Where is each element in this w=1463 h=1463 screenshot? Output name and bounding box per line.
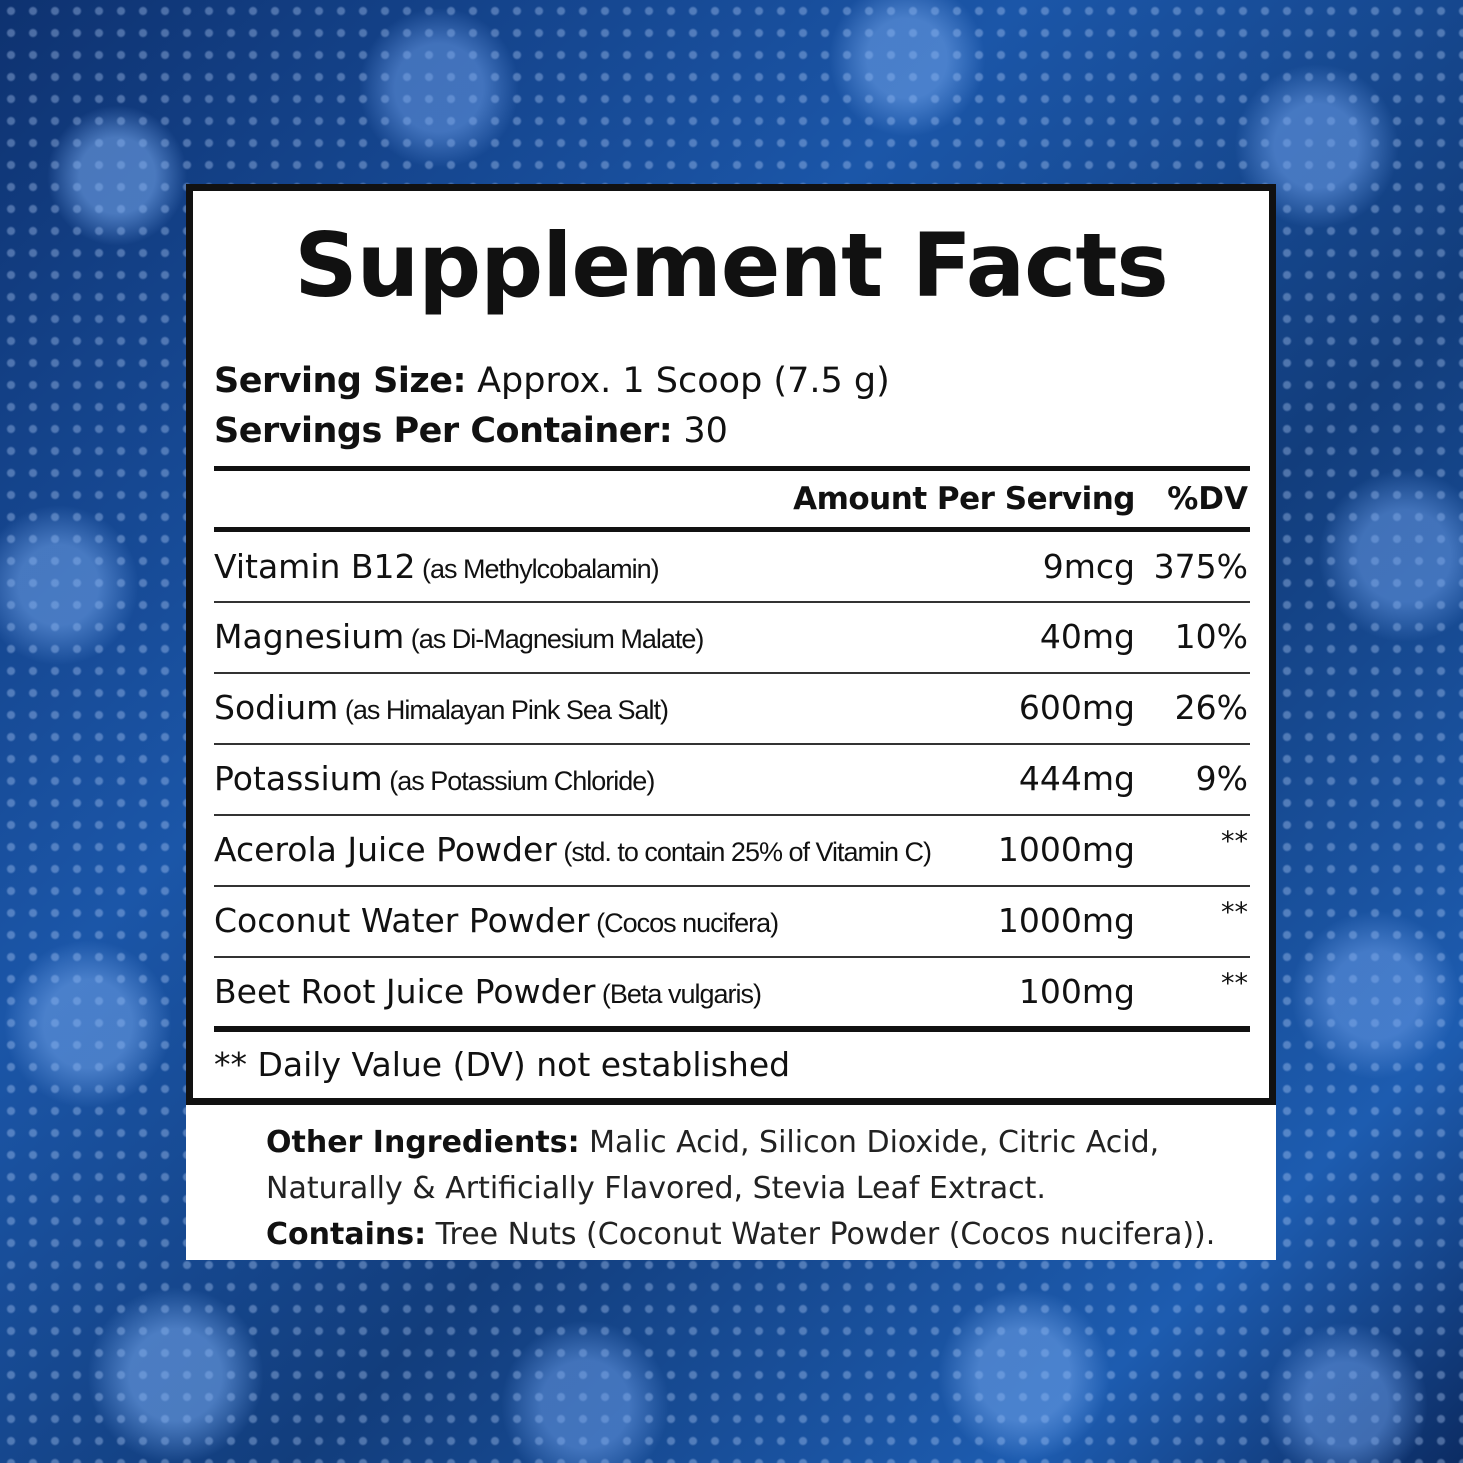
header-dv: %DV <box>1167 481 1248 517</box>
nutrient-name: Coconut Water Powder (Cocos nucifera) <box>214 901 779 940</box>
serving-size-value: Approx. 1 Scoop (7.5 g) <box>465 361 890 401</box>
nutrient-source: (Cocos nucifera) <box>589 908 779 938</box>
divider-thin <box>214 601 1250 603</box>
divider-thin <box>214 672 1250 674</box>
servings-per-container-value: 30 <box>672 411 728 451</box>
other-ingredients: Other Ingredients: Malic Acid, Silicon D… <box>266 1120 1266 1258</box>
nutrient-amount: 100mg <box>1018 972 1135 1011</box>
nutrient-dv: ** <box>1221 897 1248 928</box>
divider-thin <box>214 956 1250 958</box>
nutrient-row: Potassium (as Potassium Chloride) 444mg … <box>214 745 1250 813</box>
nutrient-amount: 40mg <box>1039 617 1135 656</box>
label-title: Supplement Facts <box>294 214 1169 317</box>
nutrient-name: Vitamin B12 (as Methylcobalamin) <box>214 547 660 586</box>
other-ingredients-value: Malic Acid, Silicon Dioxide, Citric Acid… <box>266 1125 1160 1206</box>
nutrient-name: Magnesium (as Di-Magnesium Malate) <box>214 617 705 656</box>
nutrient-row: Beet Root Juice Powder (Beta vulgaris) 1… <box>214 958 1250 1026</box>
serving-size: Serving Size: Approx. 1 Scoop (7.5 g) <box>214 359 890 403</box>
table-header: Amount Per Serving %DV <box>214 477 1250 521</box>
nutrient-amount: 9mcg <box>1042 547 1135 586</box>
divider-thick <box>214 1026 1250 1032</box>
nutrient-name: Sodium (as Himalayan Pink Sea Salt) <box>214 688 669 727</box>
nutrient-row: Magnesium (as Di-Magnesium Malate) 40mg … <box>214 603 1250 671</box>
divider-thin <box>214 814 1250 816</box>
dv-footnote: ** Daily Value (DV) not established <box>214 1045 791 1084</box>
nutrient-dv: ** <box>1221 826 1248 857</box>
nutrient-dv: ** <box>1221 968 1248 999</box>
nutrient-source: (Beta vulgaris) <box>595 979 762 1009</box>
nutrient-dv: 9% <box>1195 759 1248 798</box>
nutrient-source: (as Methylcobalamin) <box>415 554 660 584</box>
nutrient-name: Acerola Juice Powder (std. to contain 25… <box>214 830 932 869</box>
nutrient-source: (as Himalayan Pink Sea Salt) <box>338 695 669 725</box>
nutrient-dv: 375% <box>1153 547 1248 586</box>
nutrient-source: (as Potassium Chloride) <box>382 766 655 796</box>
nutrient-amount: 444mg <box>1018 759 1135 798</box>
nutrient-amount: 1000mg <box>997 830 1135 869</box>
nutrient-name: Potassium (as Potassium Chloride) <box>214 759 655 798</box>
nutrient-dv: 26% <box>1174 688 1248 727</box>
divider-thick <box>214 466 1250 471</box>
supplement-facts-box: Supplement Facts Serving Size: Approx. 1… <box>186 184 1276 1105</box>
divider-thick <box>214 527 1250 532</box>
nutrient-source: (as Di-Magnesium Malate) <box>404 624 705 654</box>
servings-per-container-label: Servings Per Container: <box>214 411 673 451</box>
nutrient-source: (std. to contain 25% of Vitamin C) <box>556 837 932 867</box>
divider-thin <box>214 743 1250 745</box>
contains-label: Contains: <box>266 1217 427 1252</box>
other-ingredients-label: Other Ingredients: <box>266 1125 580 1160</box>
supplement-panel: Supplement Facts Serving Size: Approx. 1… <box>186 184 1276 1260</box>
contains-value: Tree Nuts (Coconut Water Powder (Cocos n… <box>426 1217 1216 1252</box>
nutrient-amount: 600mg <box>1018 688 1135 727</box>
servings-per-container: Servings Per Container: 30 <box>214 409 728 453</box>
nutrient-row: Acerola Juice Powder (std. to contain 25… <box>214 816 1250 884</box>
serving-size-label: Serving Size: <box>214 361 466 401</box>
divider-thin <box>214 885 1250 887</box>
nutrient-row: Sodium (as Himalayan Pink Sea Salt) 600m… <box>214 674 1250 742</box>
nutrient-dv: 10% <box>1174 617 1248 656</box>
header-amount: Amount Per Serving <box>793 481 1135 517</box>
nutrient-row: Coconut Water Powder (Cocos nucifera) 10… <box>214 887 1250 955</box>
nutrient-amount: 1000mg <box>997 901 1135 940</box>
nutrient-name: Beet Root Juice Powder (Beta vulgaris) <box>214 972 762 1011</box>
nutrient-row: Vitamin B12 (as Methylcobalamin) 9mcg 37… <box>214 533 1250 601</box>
